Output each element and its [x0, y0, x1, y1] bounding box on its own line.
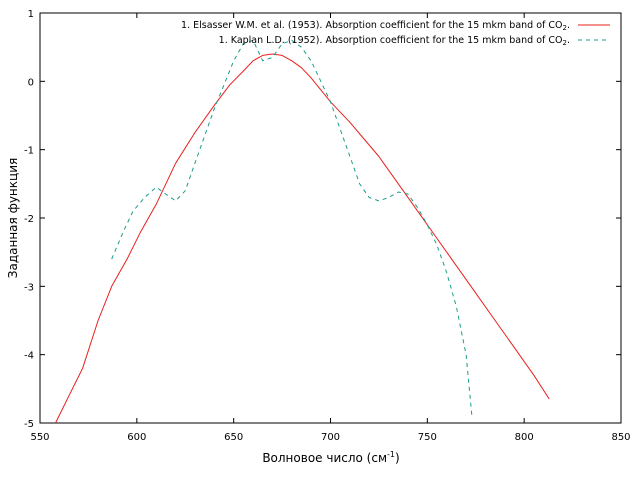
legend-entry-1-label: 1. Elsasser W.M. et al. (1953). Absorpti… [181, 20, 570, 32]
legend-entry-2-label: 1. Kaplan L.D. (1952). Absorption coeffi… [219, 35, 570, 47]
x-tick-label: 550 [30, 432, 49, 443]
x-tick-label: 700 [321, 432, 340, 443]
x-tick-label: 750 [418, 432, 437, 443]
plot-frame [39, 12, 622, 424]
y-tick-label: -1 [24, 146, 34, 157]
ticks: 550 600 650 700 750 800 850 -5 -4 -3 -2 -1 0 1 [24, 9, 631, 443]
x-tick-label: 850 [611, 432, 630, 443]
y-tick-label: -2 [24, 214, 34, 225]
series-layer [55, 39, 550, 424]
series-line-2 [111, 39, 473, 417]
x-tick-label: 650 [224, 432, 243, 443]
legend: 1. Elsasser W.M. et al. (1953). Absorpti… [181, 20, 610, 47]
x-tick-label: 600 [127, 432, 146, 443]
series-line-1 [55, 53, 550, 424]
y-tick-label: 1 [28, 9, 34, 20]
y-tick-label: -4 [24, 351, 34, 362]
y-tick-label: -3 [24, 282, 34, 293]
y-tick-label: 0 [28, 77, 34, 88]
x-axis-title: Волновое число (см-1) [262, 450, 399, 465]
y-tick-label: -5 [24, 419, 34, 430]
x-tick-label: 800 [515, 432, 534, 443]
y-axis-title: Заданная функция [6, 158, 20, 278]
